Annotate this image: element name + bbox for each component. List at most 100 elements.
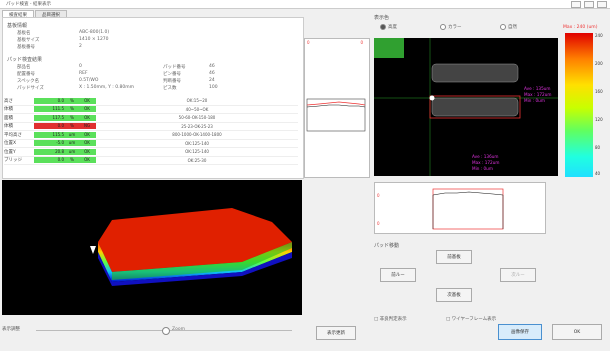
result-spec: OK:15~20 — [186, 98, 208, 104]
field-label: ピス数 — [163, 86, 177, 91]
pad-map: Ave : 135um Max : 172um Min : 0um Ave : … — [374, 38, 558, 176]
field-label: 部品名 — [17, 65, 31, 70]
pad-move-title: パッド移動 — [374, 243, 400, 249]
result-name: 高さ — [4, 98, 13, 104]
field-value: REF — [79, 71, 88, 76]
field-label: ピン番号 — [163, 72, 181, 77]
result-name: 位置X — [4, 141, 17, 147]
display-color-title: 表示色 — [374, 15, 390, 21]
field-value: 0.5T/WO — [79, 78, 99, 83]
radio-dot-icon — [500, 24, 506, 30]
result-value: 20.8 — [34, 148, 66, 155]
result-unit: % — [66, 157, 78, 164]
result-status: OK — [78, 114, 96, 121]
result-unit: % — [66, 106, 78, 113]
result-value: 0.0 — [34, 123, 66, 130]
result-spec: 25-23-OK-25-23 — [181, 123, 213, 129]
side-profile-view: 0 0 — [304, 38, 370, 178]
field-value: 100 — [209, 85, 218, 90]
field-value: 46 — [209, 64, 215, 69]
result-spec: OK:25-30 — [187, 157, 207, 163]
field-label: スペック名 — [17, 79, 40, 84]
pad-stat-min: Min : 0um — [524, 98, 545, 103]
radio-natural[interactable]: 自然 — [500, 24, 517, 30]
result-status: OK — [78, 131, 96, 138]
field-label: 配置番号 — [17, 72, 35, 77]
result-spec: 800-1000-OK-1400-1800 — [172, 132, 222, 138]
result-value: 0.0 — [34, 97, 66, 104]
zoom-label: 表示調整 — [2, 327, 20, 332]
prev-route-button[interactable]: 前ルー — [380, 268, 416, 282]
pointer-marker-icon — [90, 246, 96, 254]
pad-3d-view[interactable] — [2, 180, 302, 315]
pad-stat-ave: Ave : 135um — [524, 86, 550, 91]
bottom-profile-view: 0 0 — [374, 182, 546, 234]
field-value: 0 — [79, 64, 82, 69]
zoom-center-label: Zoom — [172, 327, 185, 332]
height-legend: Max : 240 (um) 240 200 160 120 80 40 — [563, 25, 603, 180]
result-value: -5.0 — [34, 140, 66, 147]
result-value: 115.5 — [34, 131, 66, 138]
wrong-only-checkbox[interactable]: □ 非良判定表示 — [374, 317, 407, 322]
result-value: 111.5 — [34, 106, 66, 113]
field-label: 基板名 — [17, 31, 31, 36]
field-label: 基板サイズ — [17, 38, 40, 43]
result-status: NG — [78, 123, 96, 130]
profile-mark: 0 — [360, 40, 363, 45]
result-unit: um — [66, 131, 78, 138]
field-label: パッドサイズ — [17, 86, 44, 91]
minimize-button[interactable] — [571, 1, 581, 8]
legend-gradient — [565, 33, 593, 177]
result-name: 平均高さ — [4, 132, 22, 138]
next-route-button[interactable]: 次ルー — [500, 268, 536, 282]
result-unit: % — [66, 114, 78, 121]
pad-stat-ave: Ave : 136um — [472, 154, 498, 159]
legend-title: Max : 240 (um) — [563, 25, 598, 30]
radio-height[interactable]: 高度 — [380, 24, 397, 30]
result-name: 面積 — [4, 115, 13, 121]
result-row: ブリッジ 0.0% OK OK:25-30 — [4, 157, 298, 165]
result-name: 位置Y — [4, 149, 16, 155]
result-row: 平均高さ 115.5 um OK 800-1000-OK-1400-1800 — [4, 131, 298, 140]
result-value: 0.0 — [34, 157, 66, 164]
result-row: 位置X -5.0 um OK OK:125-140 — [4, 140, 298, 148]
result-status: OK — [78, 148, 96, 155]
pad-stat-max: Max : 172um — [524, 92, 551, 97]
results-table: 高さ 0.0% OK OK:15~20 体積 111.5% OK 40~50~OK 面積 117.… — [4, 97, 298, 165]
close-button[interactable] — [597, 1, 607, 8]
legend-tick: 40 — [595, 171, 601, 176]
pad-map-view[interactable]: Ave : 135um Max : 172um Min : 0um Ave : … — [374, 38, 558, 176]
result-value: 117.5 — [34, 114, 66, 121]
prev-board-button[interactable]: 前基板 — [436, 250, 472, 264]
result-status: OK — [78, 97, 96, 104]
result-status: OK — [78, 140, 96, 147]
field-value: 2 — [79, 44, 82, 49]
pad-3d-surface — [90, 208, 292, 286]
result-name: 体積 — [4, 107, 13, 113]
result-row: 高さ 0.0% OK OK:15~20 — [4, 97, 298, 106]
ok-button[interactable]: OK — [552, 324, 602, 340]
result-spec: OK:125-140 — [185, 149, 209, 155]
pad-stat-max: Max : 172um — [472, 160, 499, 165]
maximize-button[interactable] — [584, 1, 594, 8]
title-bar: パッド検査 - 結果表示 — [0, 0, 610, 9]
radio-color[interactable]: カラー — [440, 24, 462, 30]
next-board-button[interactable]: 次基板 — [436, 288, 472, 302]
window-title: パッド検査 - 結果表示 — [6, 2, 51, 7]
tab-inspection-result[interactable]: 検査結果 — [2, 10, 34, 19]
field-value: 46 — [209, 71, 215, 76]
result-spec: 40~50~OK — [185, 106, 209, 112]
field-label: 判断番号 — [163, 79, 181, 84]
tab-strip: 検査結果 品目選択 — [2, 10, 68, 19]
result-row: 体積 111.5% OK 40~50~OK — [4, 106, 298, 114]
profile-mark: 0 — [307, 40, 310, 45]
result-spec: OK:125-140 — [185, 140, 209, 146]
result-spec: 50-60-OK-150-180 — [178, 115, 216, 121]
zoom-slider-thumb[interactable] — [162, 327, 170, 335]
reset-view-button[interactable]: 表示更新 — [316, 326, 356, 340]
selection-marker-icon — [429, 95, 435, 101]
tab-item-select[interactable]: 品目選択 — [35, 10, 67, 19]
bottom-profile-graph — [432, 188, 504, 230]
save-image-button[interactable]: 画像保存 — [498, 324, 542, 340]
wireframe-checkbox[interactable]: □ ワイヤーフレーム表示 — [446, 317, 497, 322]
